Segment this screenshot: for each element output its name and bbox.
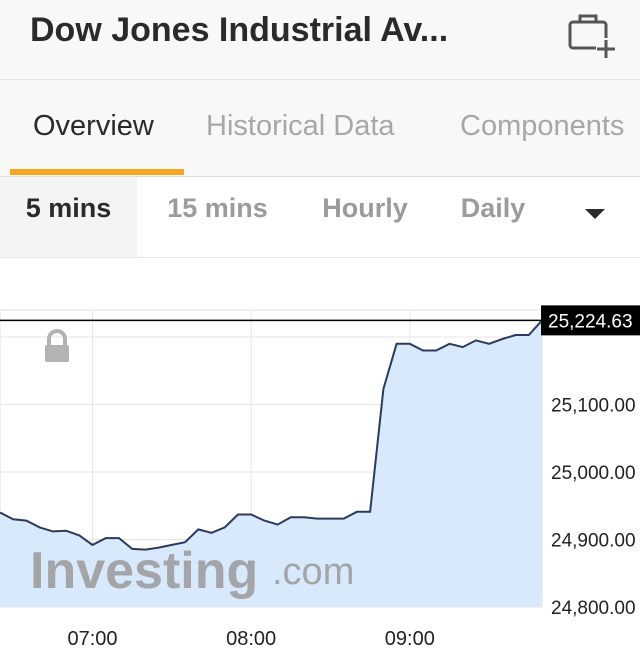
briefcase-plus-icon bbox=[568, 14, 618, 60]
y-tick-label: 25,000.00 bbox=[551, 463, 636, 484]
last-price-badge: 25,224.63 bbox=[541, 305, 640, 336]
watermark-domain: .com bbox=[272, 551, 354, 593]
x-tick-label: 08:00 bbox=[226, 628, 276, 650]
interval-dropdown-button[interactable] bbox=[575, 195, 615, 235]
interval-5-mins[interactable]: 5 mins bbox=[0, 177, 137, 257]
y-tick-label: 25,100.00 bbox=[551, 396, 636, 417]
app-header: Dow Jones Industrial Av... bbox=[0, 0, 640, 80]
interval-hourly[interactable]: Hourly bbox=[322, 193, 408, 223]
y-axis-labels: 25,100.00 25,000.00 24,900.00 24,800.00 bbox=[551, 396, 636, 620]
x-tick-label: 09:00 bbox=[385, 628, 435, 650]
interval-15-mins[interactable]: 15 mins bbox=[167, 193, 268, 223]
interval-daily[interactable]: Daily bbox=[460, 193, 526, 223]
last-price-label: 25,224.63 bbox=[548, 311, 633, 332]
price-chart-svg: Investing .com 25,224.63 25,100.00 25,000… bbox=[0, 305, 640, 650]
add-to-portfolio-button[interactable] bbox=[562, 10, 618, 60]
tab-bar: Overview Historical Data Components bbox=[0, 80, 640, 178]
interval-bar: 5 mins 15 mins Hourly Daily bbox=[0, 177, 640, 258]
page-title: Dow Jones Industrial Av... bbox=[30, 11, 449, 49]
price-chart[interactable]: Investing .com 25,224.63 25,100.00 25,000… bbox=[0, 258, 640, 661]
investing-watermark: Investing .com bbox=[30, 542, 354, 600]
watermark-brand: Investing bbox=[30, 542, 258, 600]
lock-icon bbox=[45, 329, 69, 362]
y-tick-label: 24,800.00 bbox=[551, 598, 636, 619]
price-area-fill bbox=[0, 320, 542, 607]
x-axis-labels: 07:00 08:00 09:00 bbox=[68, 628, 435, 650]
tab-overview[interactable]: Overview bbox=[33, 110, 154, 142]
y-tick-label: 24,900.00 bbox=[551, 531, 636, 552]
tab-components[interactable]: Components bbox=[460, 110, 625, 142]
x-tick-label: 07:00 bbox=[68, 628, 118, 650]
price-line bbox=[0, 319, 543, 551]
caret-down-icon bbox=[585, 209, 605, 219]
active-tab-indicator bbox=[10, 169, 184, 175]
tab-historical-data[interactable]: Historical Data bbox=[206, 110, 395, 142]
last-price-badge-bg bbox=[541, 305, 640, 336]
